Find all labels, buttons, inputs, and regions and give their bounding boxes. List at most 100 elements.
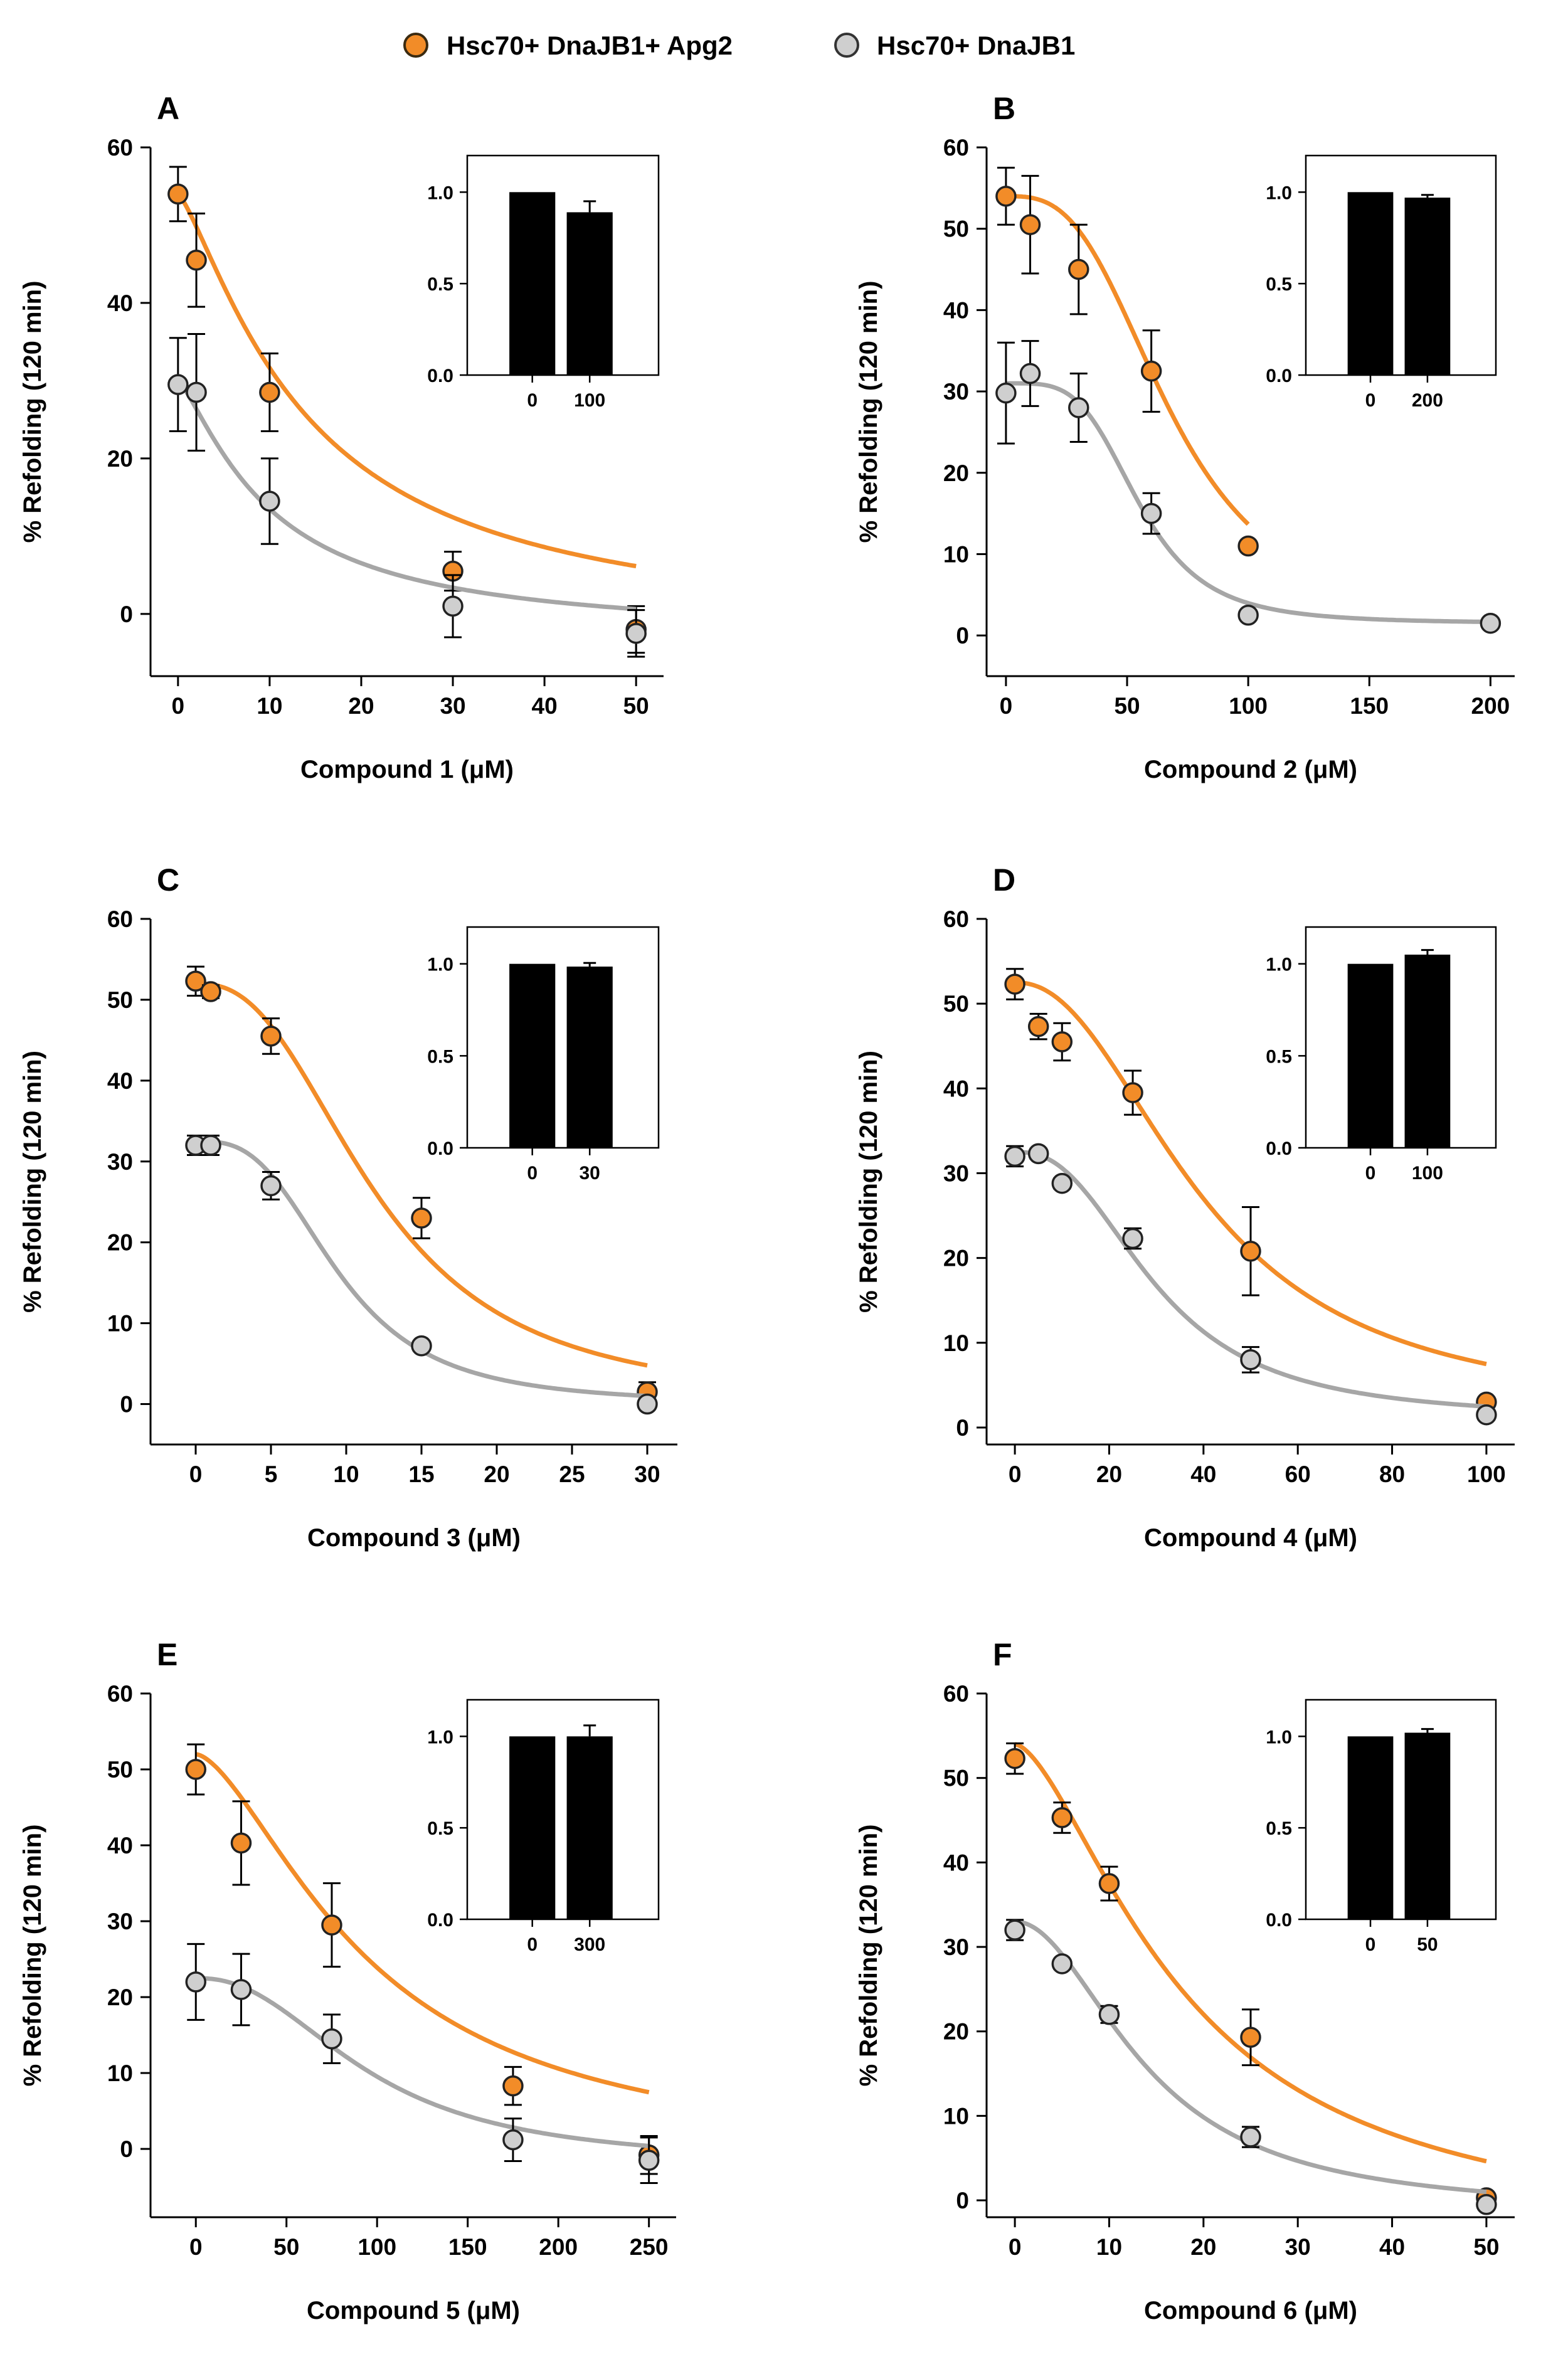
x-tick-label: 10 <box>257 693 282 719</box>
y-tick-label: 50 <box>107 987 133 1013</box>
fit-curve <box>195 1752 650 2095</box>
inset-y-tick-label: 0.0 <box>427 1910 453 1931</box>
series-dnajb1 <box>995 340 1502 634</box>
inset-x-tick-label: 0 <box>527 390 538 411</box>
data-point <box>1051 1172 1073 1194</box>
inset-y-tick-label: 1.0 <box>1266 183 1292 203</box>
legend-marker-apg2 <box>403 33 428 58</box>
data-point <box>1480 612 1502 634</box>
inset-bar <box>1404 1732 1451 1919</box>
inset-bar <box>1347 192 1394 375</box>
y-tick-label: 10 <box>943 541 969 567</box>
y-tick-label: 60 <box>107 1681 133 1707</box>
data-point <box>260 1026 282 1047</box>
x-tick-label: 30 <box>1285 2234 1311 2260</box>
y-tick-label: 50 <box>107 1757 133 1783</box>
data-point <box>1019 214 1041 235</box>
y-tick-label: 10 <box>107 2060 133 2086</box>
legend: Hsc70+ DnaJB1+ Apg2 Hsc70+ DnaJB1 <box>403 31 1075 60</box>
inset-y-tick-label: 0.5 <box>1266 1046 1292 1067</box>
data-point <box>995 186 1017 207</box>
y-tick-label: 20 <box>107 1230 133 1256</box>
y-tick-label: 40 <box>107 1068 133 1094</box>
data-point <box>1140 360 1162 382</box>
legend-label-dnajb1: Hsc70+ DnaJB1 <box>877 31 1075 60</box>
y-tick-label: 30 <box>107 1149 133 1175</box>
data-point <box>995 382 1017 404</box>
data-point <box>230 1832 252 1854</box>
x-tick-label: 80 <box>1379 1461 1405 1487</box>
inset-bar-chart: 0.0 0.5 1.0 0 30 <box>427 926 660 1184</box>
x-tick-label: 0 <box>172 693 185 719</box>
fit-curve <box>176 379 637 612</box>
series-apg2 <box>995 166 1259 557</box>
inset-bar <box>509 1736 556 1919</box>
inset-bar-chart: 0.0 0.5 1.0 0 300 <box>427 1699 660 1955</box>
x-tick-label: 15 <box>408 1461 434 1487</box>
y-tick-label: 10 <box>943 1330 969 1356</box>
inset-frame <box>1305 154 1497 376</box>
inset-x-tick-label: 0 <box>527 1934 538 1955</box>
x-tick-label: 20 <box>1096 1461 1122 1487</box>
data-point <box>200 981 221 1002</box>
x-tick-label: 0 <box>189 2234 203 2260</box>
data-point <box>259 381 280 403</box>
inset-y-tick-label: 0.5 <box>427 1046 453 1067</box>
x-tick-label: 60 <box>1285 1461 1311 1487</box>
x-tick-label: 50 <box>1473 2234 1499 2260</box>
y-tick-label: 50 <box>943 216 969 242</box>
inset-y-tick-label: 1.0 <box>427 955 453 975</box>
x-tick-label: 30 <box>440 693 465 719</box>
panel-d: D 0 10 20 30 40 50 60 0 20 40 60 80 100 Compound 4 (μM… <box>855 862 1515 1552</box>
y-tick-label: 60 <box>943 1681 969 1707</box>
inset-y-tick-label: 1.0 <box>427 183 453 203</box>
y-tick-label: 20 <box>107 446 133 472</box>
y-tick-label: 60 <box>107 135 133 161</box>
inset-bar-chart: 0.0 0.5 1.0 0 200 <box>1266 154 1497 411</box>
data-point <box>1051 1031 1073 1052</box>
data-point <box>1027 1015 1049 1037</box>
legend-marker-dnajb1 <box>834 33 859 58</box>
inset-y-tick-label: 1.0 <box>1266 1727 1292 1747</box>
y-tick-label: 0 <box>120 2136 133 2162</box>
inset-bar-chart: 0.0 0.5 1.0 0 100 <box>427 154 660 411</box>
y-axis-title: % Refolding (120 min) <box>19 1825 46 2087</box>
inset-bar <box>1404 198 1451 375</box>
data-point <box>185 1971 206 1993</box>
data-point <box>1068 397 1089 418</box>
y-tick-label: 40 <box>107 290 133 316</box>
data-point <box>502 2075 524 2097</box>
y-tick-label: 50 <box>943 991 969 1017</box>
y-tick-label: 50 <box>943 1766 969 1791</box>
x-tick-label: 50 <box>273 2234 299 2260</box>
data-point <box>1004 973 1025 995</box>
data-point <box>1098 2004 1120 2025</box>
panel-f: F 0 10 20 30 40 50 60 0 10 20 30 40 50 Compound 6 (μM)… <box>855 1637 1515 2324</box>
x-tick-label: 40 <box>532 693 558 719</box>
y-tick-label: 40 <box>943 1076 969 1101</box>
x-axis-title: Compound 6 (μM) <box>1144 2297 1357 2324</box>
y-axis-title: % Refolding (120 min) <box>19 1051 46 1313</box>
x-tick-label: 5 <box>265 1461 278 1487</box>
data-point <box>1240 2126 1261 2148</box>
panel-label: A <box>157 91 179 126</box>
y-tick-label: 20 <box>107 1985 133 2010</box>
series-dnajb1 <box>185 1943 660 2185</box>
series-dnajb1 <box>185 1135 658 1415</box>
x-tick-label: 40 <box>1190 1461 1216 1487</box>
legend-label-apg2: Hsc70+ DnaJB1+ Apg2 <box>447 31 733 60</box>
inset-bar-chart: 0.0 0.5 1.0 0 100 <box>1266 926 1497 1184</box>
y-tick-label: 0 <box>956 623 969 649</box>
y-tick-label: 40 <box>943 1850 969 1875</box>
inset-x-tick-label: 300 <box>574 1934 605 1955</box>
data-point <box>1019 363 1041 384</box>
x-tick-label: 150 <box>1350 693 1389 719</box>
x-axis-title: Compound 2 (μM) <box>1144 756 1357 783</box>
panel-b: B 0 10 20 30 40 50 60 0 50 100 150 200 Compound 2 (μM… <box>855 91 1515 783</box>
panel-label: D <box>993 862 1015 898</box>
inset-bar <box>509 192 556 375</box>
x-tick-label: 50 <box>623 693 649 719</box>
y-tick-label: 60 <box>943 135 969 161</box>
data-point <box>411 1207 432 1229</box>
y-tick-label: 20 <box>943 460 969 486</box>
